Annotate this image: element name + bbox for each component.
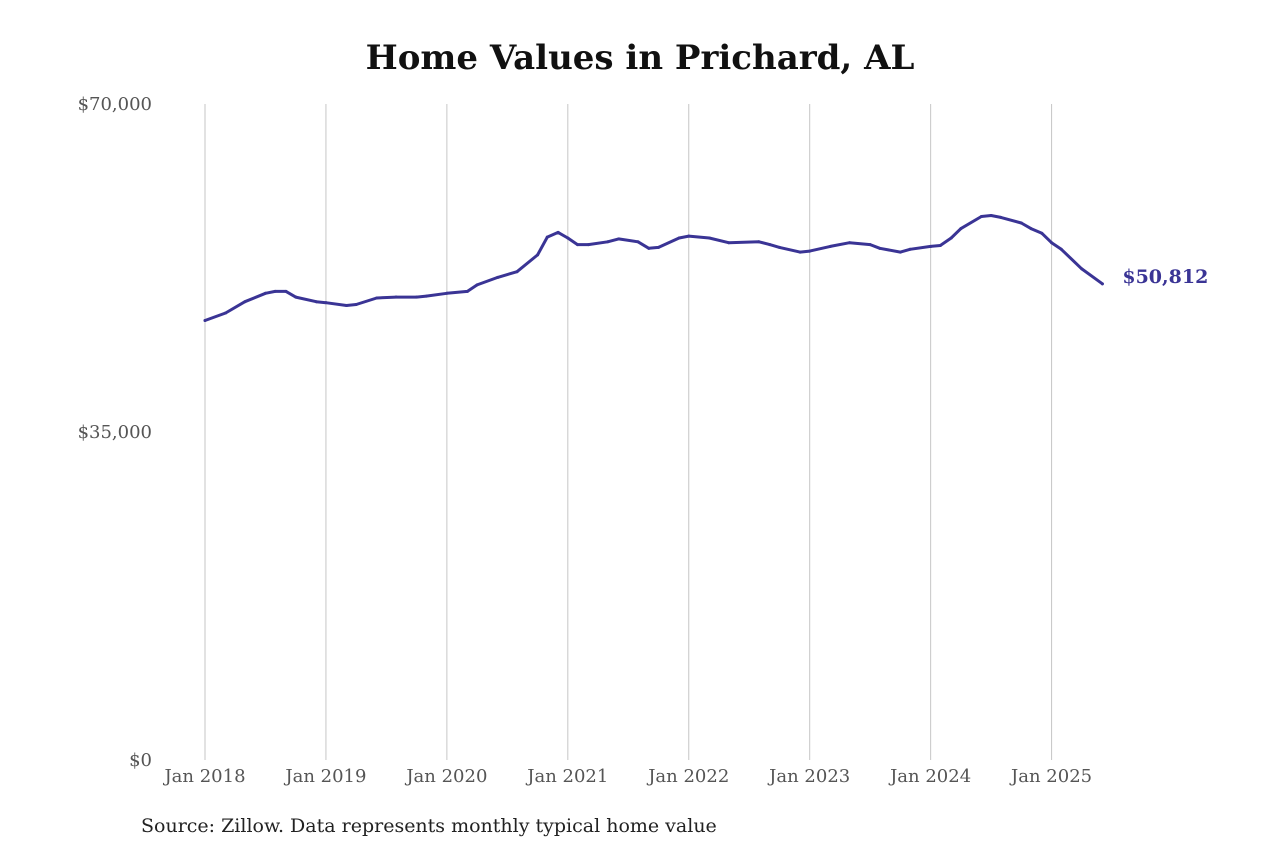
data-point bbox=[1029, 227, 1033, 231]
end-labels: $50,812 bbox=[1122, 266, 1208, 288]
x-tick-label: Jan 2020 bbox=[404, 766, 487, 787]
data-point bbox=[445, 291, 449, 295]
data-point bbox=[515, 270, 519, 274]
data-point bbox=[263, 291, 267, 295]
data-point bbox=[243, 300, 247, 304]
data-point bbox=[394, 295, 398, 299]
y-tick-label: $35,000 bbox=[78, 422, 152, 443]
data-point bbox=[294, 295, 298, 299]
data-point bbox=[657, 245, 661, 249]
data-point bbox=[606, 240, 610, 244]
data-point bbox=[768, 243, 772, 247]
y-axis-ticks: $0 $35,000 $70,000 bbox=[78, 94, 152, 771]
x-axis-ticks: Jan 2018 Jan 2019 Jan 2020 Jan 2021 Jan 2022… bbox=[162, 766, 1092, 787]
data-point bbox=[475, 283, 479, 287]
x-tick-label: Jan 2022 bbox=[646, 766, 729, 787]
data-point bbox=[354, 303, 358, 307]
data-point bbox=[757, 240, 761, 244]
data-point bbox=[273, 289, 277, 293]
data-point bbox=[224, 311, 228, 315]
data-point bbox=[1100, 282, 1104, 286]
data-point bbox=[848, 241, 852, 245]
data-point bbox=[545, 235, 549, 239]
end-value-label: $50,812 bbox=[1122, 266, 1208, 288]
data-point bbox=[536, 253, 540, 257]
data-point bbox=[938, 244, 942, 248]
data-point bbox=[556, 230, 560, 234]
data-point bbox=[496, 275, 500, 279]
y-tick-label: $70,000 bbox=[78, 94, 152, 115]
data-point bbox=[203, 318, 207, 322]
y-tick-label: $0 bbox=[129, 750, 152, 771]
data-point bbox=[929, 244, 933, 248]
data-point bbox=[798, 250, 802, 254]
data-point bbox=[324, 301, 328, 305]
data-point bbox=[1040, 231, 1044, 235]
data-point bbox=[575, 243, 579, 247]
data-point bbox=[808, 249, 812, 253]
x-tick-label: Jan 2019 bbox=[283, 766, 366, 787]
data-point bbox=[999, 215, 1003, 219]
data-point bbox=[617, 237, 621, 241]
gridlines bbox=[204, 104, 1053, 760]
data-point bbox=[586, 243, 590, 247]
data-point bbox=[424, 294, 428, 298]
data-point bbox=[908, 247, 912, 251]
data-point bbox=[1059, 247, 1063, 251]
data-point bbox=[647, 246, 651, 250]
data-point bbox=[868, 243, 872, 247]
data-point bbox=[707, 236, 711, 240]
chart-title: Home Values in Prichard, AL bbox=[365, 38, 915, 78]
x-tick-label: Jan 2021 bbox=[525, 766, 608, 787]
data-point bbox=[1080, 267, 1084, 271]
data-point bbox=[989, 214, 993, 218]
data-point bbox=[727, 241, 731, 245]
x-tick-label: Jan 2025 bbox=[1009, 766, 1092, 787]
data-point bbox=[375, 296, 379, 300]
x-tick-label: Jan 2018 bbox=[162, 766, 245, 787]
data-point bbox=[898, 250, 902, 254]
data-point bbox=[284, 289, 288, 293]
data-point bbox=[415, 295, 419, 299]
data-point bbox=[677, 236, 681, 240]
data-point bbox=[878, 246, 882, 250]
source-note: Source: Zillow. Data represents monthly … bbox=[141, 815, 717, 837]
data-point bbox=[636, 240, 640, 244]
x-tick-label: Jan 2023 bbox=[767, 766, 850, 787]
data-point bbox=[1019, 221, 1023, 225]
data-point bbox=[979, 214, 983, 218]
data-point bbox=[314, 300, 318, 304]
data-point bbox=[828, 244, 832, 248]
series-lines bbox=[203, 214, 1104, 322]
data-point bbox=[949, 236, 953, 240]
data-point bbox=[465, 289, 469, 293]
data-point bbox=[687, 234, 691, 238]
data-point bbox=[566, 236, 570, 240]
data-point bbox=[344, 303, 348, 307]
series-line bbox=[203, 214, 1104, 322]
x-tick-label: Jan 2024 bbox=[888, 766, 971, 787]
data-point bbox=[777, 245, 781, 249]
data-point bbox=[1050, 241, 1054, 245]
data-point bbox=[959, 227, 963, 231]
